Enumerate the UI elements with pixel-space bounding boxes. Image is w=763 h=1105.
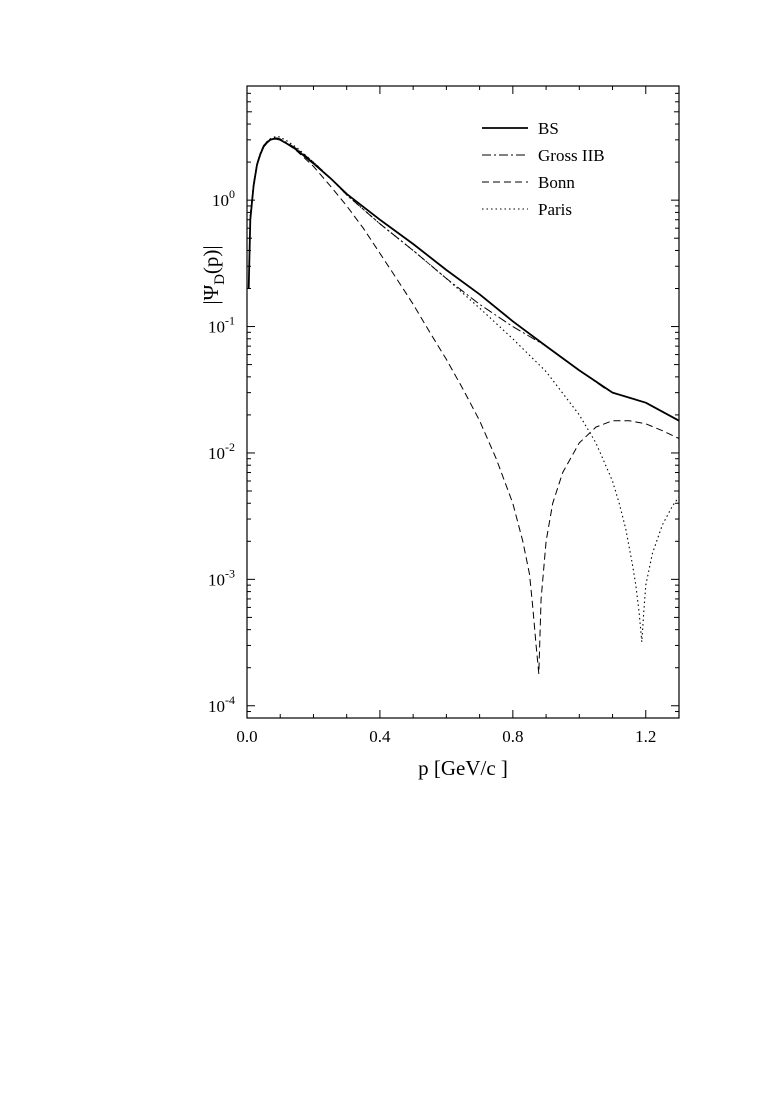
series-line-bs [247,137,680,422]
legend-label: Paris [538,200,572,219]
legend-label: Bonn [538,173,575,192]
y-tick-label: 10-4 [208,693,235,716]
axis-ticks: 0.0 0.4 0.8 1.2 100 10-1 10-2 10-3 10-4 [208,85,680,746]
legend-label: Gross IIB [538,146,605,165]
y-tick-label: 10-1 [208,314,235,337]
series-layer [247,135,680,674]
y-axis-title: |ΨD(p)| [199,245,228,304]
x-axis-title: p [GeV/c ] [418,756,508,780]
legend-label: BS [538,119,559,138]
plot-frame [246,85,680,719]
series-line-bonn [249,138,680,674]
x-tick-label: 0.4 [369,727,391,746]
y-axis-title-main: |Ψ [199,284,223,304]
series-line-paris [249,135,680,643]
y-tick-label: 100 [212,187,235,210]
y-axis-title-subscript: D [212,274,228,285]
x-tick-label: 0.0 [236,727,257,746]
y-tick-label: 10-3 [208,566,235,589]
x-tick-label: 1.2 [635,727,656,746]
y-axis-title-tail: (p)| [199,245,223,274]
y-tick-label: 10-2 [208,440,235,463]
legend: BS Gross IIB Bonn Paris [482,119,605,219]
x-tick-label: 0.8 [502,727,523,746]
